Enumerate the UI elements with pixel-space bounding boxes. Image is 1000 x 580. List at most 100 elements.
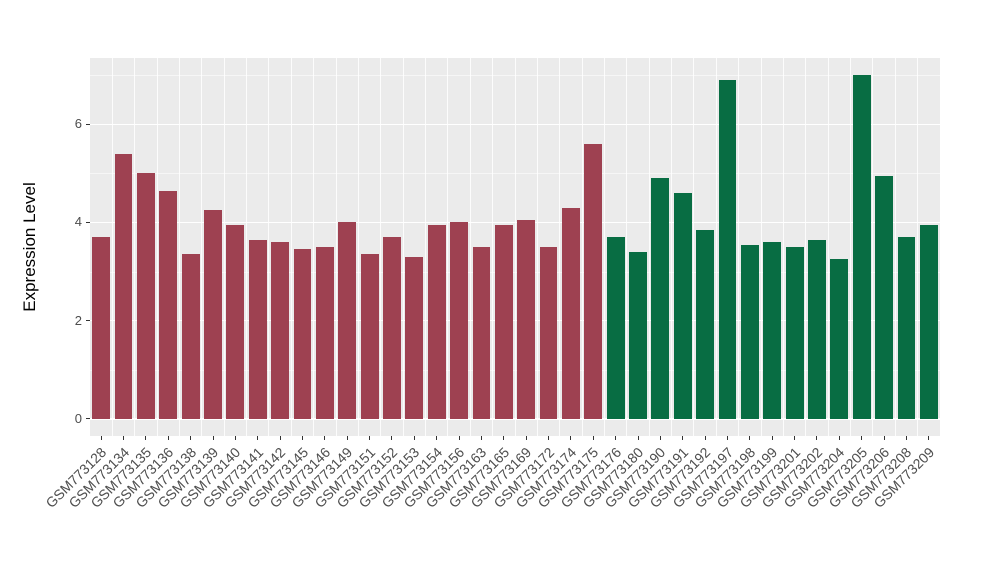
- bar-GSM773141: [248, 239, 267, 419]
- x-gridline: [738, 58, 740, 436]
- x-gridline: [850, 58, 852, 436]
- y-tick-mark: [86, 123, 90, 125]
- bar-GSM773192: [696, 229, 715, 419]
- bar-GSM773174: [561, 207, 580, 419]
- x-gridline: [111, 58, 113, 436]
- bar-GSM773163: [472, 247, 491, 419]
- x-gridline: [246, 58, 248, 436]
- x-tick-mark: [928, 436, 930, 440]
- bar-GSM773198: [740, 244, 759, 419]
- x-tick-mark: [794, 436, 796, 440]
- x-gridline: [671, 58, 673, 436]
- x-gridline: [693, 58, 695, 436]
- x-tick-mark: [525, 436, 527, 440]
- bar-GSM773128: [92, 237, 111, 419]
- x-tick-mark: [682, 436, 684, 440]
- bar-GSM773202: [808, 239, 826, 419]
- x-tick-mark: [480, 436, 482, 440]
- bar-GSM773172: [539, 247, 558, 419]
- x-tick-mark: [592, 436, 594, 440]
- x-gridline: [514, 58, 516, 436]
- x-gridline: [648, 58, 650, 436]
- x-tick-mark: [302, 436, 303, 440]
- x-gridline: [134, 58, 136, 436]
- bar-GSM773169: [517, 220, 536, 419]
- x-tick-mark: [369, 436, 371, 440]
- bar-GSM773156: [450, 222, 469, 419]
- x-gridline: [313, 58, 315, 436]
- x-gridline: [782, 58, 784, 436]
- bar-GSM773176: [606, 237, 625, 419]
- y-tick-mark: [86, 221, 90, 223]
- x-gridline: [335, 58, 337, 436]
- x-gridline: [268, 58, 270, 436]
- x-gridline: [581, 58, 583, 436]
- x-tick-mark: [324, 436, 326, 440]
- bar-GSM773201: [785, 247, 804, 419]
- x-gridline: [447, 58, 449, 436]
- x-gridline: [894, 58, 896, 436]
- x-tick-mark: [816, 436, 818, 440]
- x-gridline: [290, 58, 292, 436]
- x-gridline: [469, 58, 471, 436]
- x-gridline: [715, 58, 717, 436]
- bar-GSM773146: [315, 247, 334, 419]
- bar-GSM773175: [584, 143, 603, 419]
- bar-GSM773206: [875, 175, 894, 419]
- bar-GSM773154: [427, 224, 446, 419]
- x-gridline: [201, 58, 203, 436]
- x-gridline: [178, 58, 180, 436]
- y-axis-title: Expression Level: [20, 182, 39, 312]
- x-gridline: [760, 58, 762, 436]
- x-tick-mark: [145, 436, 147, 440]
- x-gridline: [872, 58, 874, 436]
- x-gridline: [536, 58, 538, 436]
- bar-GSM773153: [405, 256, 424, 419]
- x-gridline: [156, 58, 158, 436]
- x-gridline: [917, 58, 919, 436]
- y-tick-label: 4: [74, 214, 82, 230]
- y-tick-label: 0: [74, 410, 82, 426]
- x-tick-mark: [503, 436, 505, 440]
- bar-GSM773149: [338, 222, 357, 419]
- bar-GSM773152: [383, 237, 401, 419]
- x-tick-mark: [458, 436, 460, 440]
- bar-GSM773142: [271, 242, 290, 419]
- x-gridline: [827, 58, 829, 436]
- x-tick-mark: [771, 436, 773, 440]
- bar-GSM773145: [293, 249, 312, 419]
- x-gridline: [357, 58, 359, 436]
- bar-GSM773165: [494, 224, 513, 419]
- x-tick-mark: [637, 436, 639, 440]
- x-tick-mark: [548, 436, 550, 440]
- x-gridline: [626, 58, 628, 436]
- bar-GSM773204: [830, 259, 849, 419]
- x-tick-mark: [905, 436, 907, 440]
- x-gridline: [380, 58, 382, 436]
- bar-GSM773138: [181, 254, 200, 419]
- bar-GSM773197: [718, 80, 737, 419]
- bar-GSM773190: [651, 178, 670, 419]
- bar-GSM773139: [204, 210, 222, 419]
- x-tick-mark: [436, 436, 438, 440]
- x-tick-mark: [257, 436, 259, 440]
- x-tick-mark: [346, 436, 348, 440]
- x-gridline: [805, 58, 807, 436]
- bar-GSM773135: [136, 173, 155, 419]
- x-tick-mark: [704, 436, 706, 440]
- x-gridline: [223, 58, 225, 436]
- x-tick-mark: [615, 436, 617, 440]
- x-tick-mark: [861, 436, 863, 440]
- bar-GSM773199: [763, 242, 782, 419]
- bar-GSM773180: [629, 251, 647, 419]
- x-tick-mark: [570, 436, 572, 440]
- x-tick-mark: [727, 436, 728, 440]
- x-tick-mark: [391, 436, 393, 440]
- x-gridline: [492, 58, 494, 436]
- bar-GSM773136: [159, 190, 178, 419]
- bar-GSM773208: [897, 237, 916, 419]
- bar-GSM773134: [114, 153, 133, 419]
- x-tick-mark: [234, 436, 236, 440]
- x-tick-mark: [838, 436, 840, 440]
